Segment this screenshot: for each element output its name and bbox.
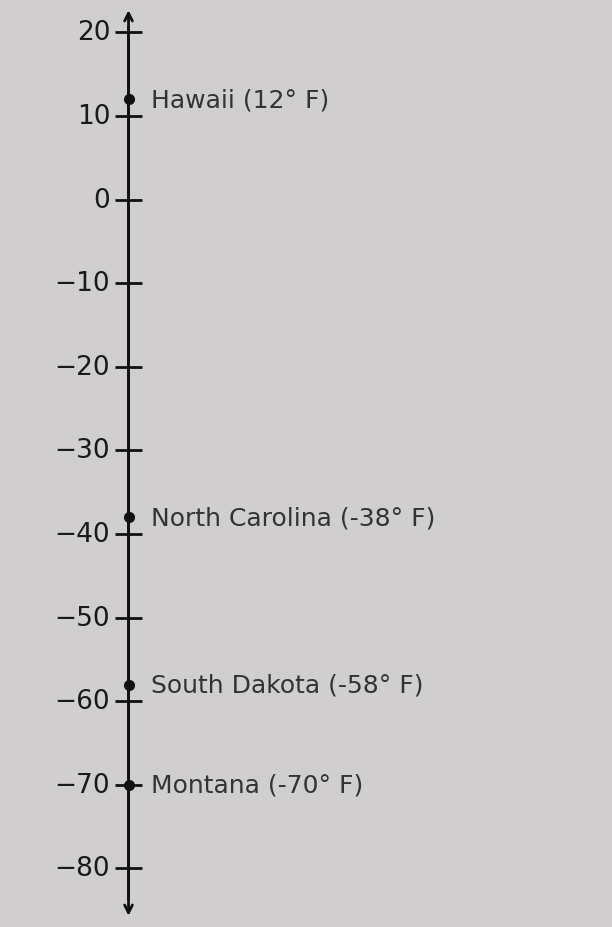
Text: 0: 0 <box>94 187 110 213</box>
Text: South Dakota (-58° F): South Dakota (-58° F) <box>151 673 424 697</box>
Text: −80: −80 <box>54 856 110 882</box>
Text: −50: −50 <box>54 605 110 631</box>
Text: −20: −20 <box>54 354 110 380</box>
Text: 20: 20 <box>76 20 110 46</box>
Text: −30: −30 <box>54 438 110 464</box>
Text: Montana (-70° F): Montana (-70° F) <box>151 773 364 797</box>
Text: 10: 10 <box>76 104 110 130</box>
Text: North Carolina (-38° F): North Carolina (-38° F) <box>151 506 436 529</box>
Text: −40: −40 <box>54 522 110 548</box>
Text: −10: −10 <box>54 271 110 297</box>
Text: −70: −70 <box>54 772 110 798</box>
Text: −60: −60 <box>54 689 110 715</box>
Text: Hawaii (12° F): Hawaii (12° F) <box>151 88 329 112</box>
